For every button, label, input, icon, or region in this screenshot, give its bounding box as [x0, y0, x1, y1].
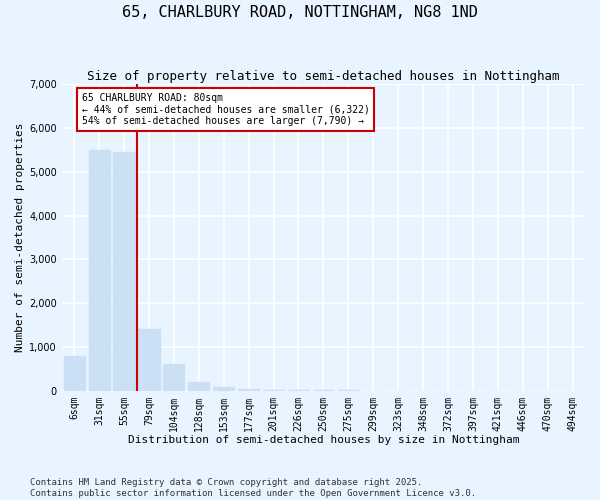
Bar: [139, 330, 160, 390]
Text: 65 CHARLBURY ROAD: 80sqm
← 44% of semi-detached houses are smaller (6,322)
54% o: 65 CHARLBURY ROAD: 80sqm ← 44% of semi-d…: [82, 93, 370, 126]
Bar: [64, 356, 85, 390]
Y-axis label: Number of semi-detached properties: Number of semi-detached properties: [15, 122, 25, 352]
Text: 65, CHARLBURY ROAD, NOTTINGHAM, NG8 1ND: 65, CHARLBURY ROAD, NOTTINGHAM, NG8 1ND: [122, 5, 478, 20]
Text: Contains HM Land Registry data © Crown copyright and database right 2025.
Contai: Contains HM Land Registry data © Crown c…: [30, 478, 476, 498]
Bar: [163, 364, 184, 390]
Bar: [213, 387, 235, 390]
Bar: [89, 150, 110, 390]
Bar: [238, 389, 259, 390]
X-axis label: Distribution of semi-detached houses by size in Nottingham: Distribution of semi-detached houses by …: [128, 435, 519, 445]
Title: Size of property relative to semi-detached houses in Nottingham: Size of property relative to semi-detach…: [87, 70, 560, 83]
Bar: [113, 152, 134, 390]
Bar: [188, 382, 209, 390]
